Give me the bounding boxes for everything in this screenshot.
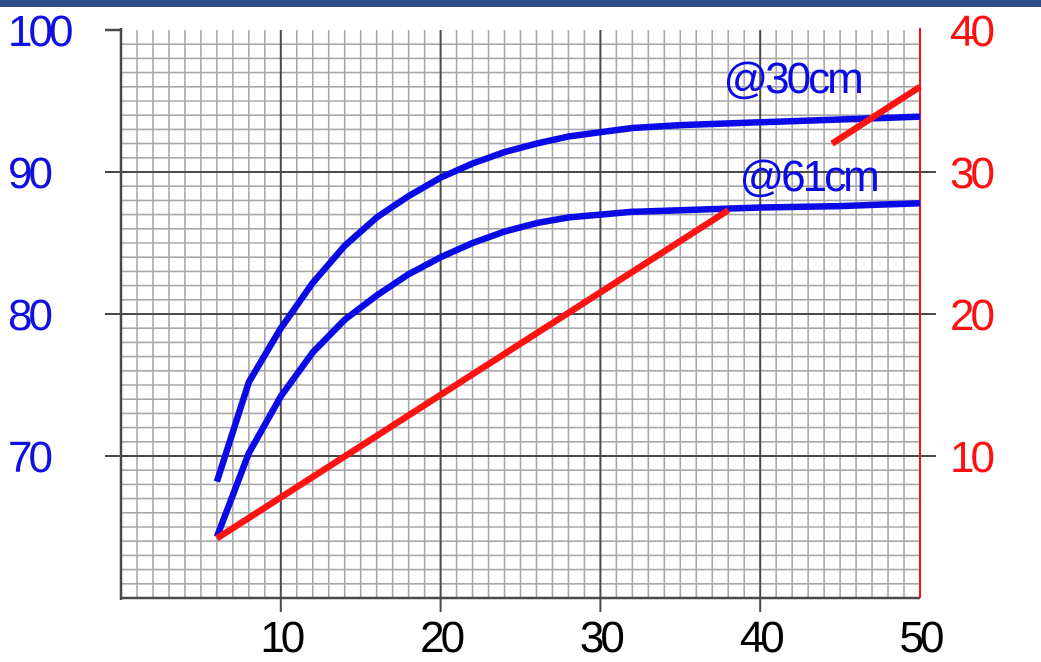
y2-tick-label: 20 xyxy=(950,291,993,340)
y-tick-label: 70 xyxy=(8,433,51,482)
series-annotation: @61cm xyxy=(740,152,878,201)
series-annotation: @30cm xyxy=(724,54,862,103)
y2-tick-label: 40 xyxy=(950,7,993,56)
x-tick-label: 20 xyxy=(420,613,463,662)
annotations: @30cm @61cm xyxy=(724,54,881,201)
series-line-1 xyxy=(213,113,921,483)
top-bar xyxy=(0,0,1041,7)
series-line-3 xyxy=(215,207,730,542)
tick-labels: 10 20 30 40 50 70 80 90 100 10 20 30 40 xyxy=(8,7,997,662)
x-tick-label: 30 xyxy=(580,613,623,662)
y-tick-label: 80 xyxy=(8,291,51,340)
y2-tick-label: 30 xyxy=(950,149,993,198)
y2-tick-label: 10 xyxy=(950,433,993,482)
x-tick-label: 50 xyxy=(900,613,943,662)
y-tick-label: 100 xyxy=(8,7,72,56)
x-tick-label: 10 xyxy=(260,613,303,662)
series-line-2 xyxy=(213,199,921,539)
y-tick-label: 90 xyxy=(8,149,51,198)
axes xyxy=(105,28,921,600)
grid xyxy=(105,30,936,612)
series-line-4 xyxy=(830,84,922,147)
x-tick-label: 40 xyxy=(740,613,783,662)
series-layer xyxy=(213,84,922,542)
